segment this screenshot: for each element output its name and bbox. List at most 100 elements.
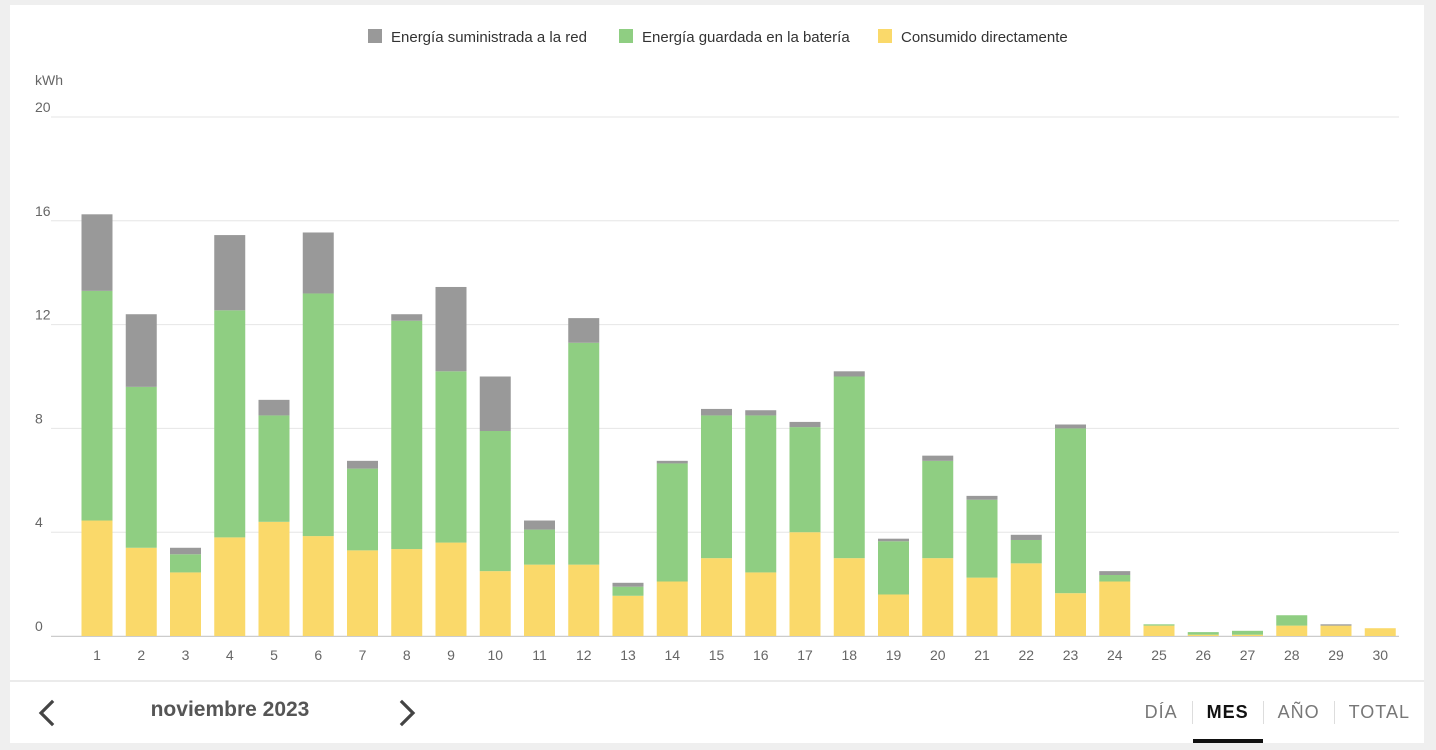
x-tick-label: 7 <box>359 647 367 663</box>
legend-swatch <box>878 29 892 43</box>
bar-segment-battery <box>1276 615 1308 626</box>
x-tick-label: 5 <box>270 647 278 663</box>
bar-segment-battery <box>81 290 113 521</box>
bar-segment-direct <box>922 558 954 636</box>
bar-segment-battery <box>302 293 334 537</box>
tab-day[interactable]: DÍA <box>1144 702 1178 722</box>
bar-segment-direct <box>302 536 334 636</box>
bar-segment-battery <box>878 541 909 595</box>
bar-segment-grid <box>524 520 555 530</box>
y-tick-label: 12 <box>35 307 51 323</box>
bar-segment-direct <box>612 595 644 636</box>
bar-segment-direct <box>568 564 600 636</box>
x-tick-label: 3 <box>182 647 190 663</box>
bar-segment-direct <box>479 571 511 636</box>
legend-swatch <box>619 29 633 43</box>
bar-segment-direct <box>1232 634 1263 636</box>
legend-label: Consumido directamente <box>901 29 1068 46</box>
tab-year[interactable]: AÑO <box>1277 702 1320 722</box>
tab-month[interactable]: MES <box>1192 682 1263 743</box>
bar-segment-direct <box>125 547 157 636</box>
tab-separator <box>1333 701 1335 724</box>
bar-segment-direct <box>1320 625 1352 636</box>
x-tick-label: 27 <box>1240 647 1256 663</box>
bar-segment-direct <box>391 549 423 636</box>
next-period-button[interactable] <box>392 696 422 730</box>
bar-segment-battery <box>435 371 467 543</box>
bar-segment-grid <box>1010 534 1042 540</box>
y-tick-label: 0 <box>35 618 43 634</box>
bar-segment-direct <box>81 520 113 636</box>
bar-segment-direct <box>435 542 467 636</box>
x-tick-label: 20 <box>930 647 946 663</box>
bar-segment-grid <box>701 408 732 416</box>
bar-segment-direct <box>1143 625 1175 636</box>
bar-segment-grid <box>347 460 378 469</box>
x-tick-label: 21 <box>974 647 990 663</box>
chart-card: 0 4 8 12 16 20 kWh 1 2 3 4 5 6 7 8 9 10 11 12 13 14 15 16 17 18 1… <box>10 5 1424 743</box>
bar-segment-direct <box>966 577 998 636</box>
x-tick-label: 14 <box>664 647 680 663</box>
bar-segment-grid <box>878 538 909 542</box>
x-tick-label: 16 <box>753 647 769 663</box>
x-tick-label: 23 <box>1063 647 1079 663</box>
bar-segment-battery <box>656 463 688 582</box>
bar-segment-grid <box>612 582 644 587</box>
bar-segment-grid <box>966 495 998 500</box>
x-tick-label: 30 <box>1372 647 1388 663</box>
x-tick-label: 2 <box>137 647 145 663</box>
bar-segment-battery <box>125 386 157 548</box>
period-footer: noviembre 2023 DÍA MES AÑO TOTAL <box>10 682 1424 743</box>
x-tick-label: 19 <box>886 647 902 663</box>
bar-segment-grid <box>922 455 954 461</box>
x-tick-label: 10 <box>487 647 503 663</box>
bar-segment-battery <box>391 320 423 550</box>
bar-segment-direct <box>745 572 777 636</box>
tab-total[interactable]: TOTAL <box>1348 702 1410 722</box>
bar-segment-battery <box>1099 575 1131 582</box>
bar-segment-battery <box>1143 624 1175 626</box>
bar-segment-direct <box>1364 628 1396 636</box>
bar-segment-battery <box>347 468 378 551</box>
bar-segment-grid <box>1055 424 1086 429</box>
bar-segment-direct <box>656 581 688 636</box>
bar-segment-battery <box>479 430 511 572</box>
x-tick-label: 11 <box>532 647 547 663</box>
bar-segment-battery <box>1187 632 1219 635</box>
bar-segment-direct <box>1276 625 1308 636</box>
tab-separator <box>1262 701 1264 724</box>
y-tick-label: 20 <box>35 99 51 115</box>
legend-label: Energía suministrada a la red <box>391 29 587 46</box>
bar-segment-battery <box>524 529 555 565</box>
bar-segment-battery <box>170 554 201 573</box>
chart-area: 0 4 8 12 16 20 kWh 1 2 3 4 5 6 7 8 9 10 11 12 13 14 15 16 17 18 1… <box>10 5 1424 680</box>
bar-segment-battery <box>922 460 954 559</box>
bar-segment-grid <box>745 410 777 416</box>
bar-segment-battery <box>214 310 246 538</box>
x-tick-label: 12 <box>576 647 592 663</box>
tab-separator <box>1191 701 1193 724</box>
bar-segment-grid <box>479 376 511 431</box>
bar-segment-battery <box>612 586 644 596</box>
bar-segment-direct <box>347 550 378 636</box>
bar-segment-direct <box>833 558 865 636</box>
x-tick-label: 25 <box>1151 647 1167 663</box>
bar-segment-direct <box>214 537 246 636</box>
legend-label: Energía guardada en la batería <box>642 29 850 46</box>
bar-segment-grid <box>170 547 201 555</box>
x-tick-label: 17 <box>797 647 813 663</box>
bar-segment-direct <box>789 532 821 636</box>
bar-segment-battery <box>1232 630 1263 635</box>
period-tabs: DÍA MES AÑO TOTAL <box>1131 682 1424 743</box>
bar-segment-direct <box>1010 563 1042 636</box>
x-tick-label: 29 <box>1328 647 1344 663</box>
bar-segment-direct <box>878 594 909 636</box>
bar-segment-battery <box>258 415 290 522</box>
x-tick-label: 9 <box>447 647 455 663</box>
chevron-right-icon <box>399 699 416 727</box>
bar-segment-battery <box>833 376 865 559</box>
bar-segment-direct <box>1099 581 1131 636</box>
previous-period-button[interactable] <box>32 696 62 730</box>
bar-segment-battery <box>701 415 732 559</box>
